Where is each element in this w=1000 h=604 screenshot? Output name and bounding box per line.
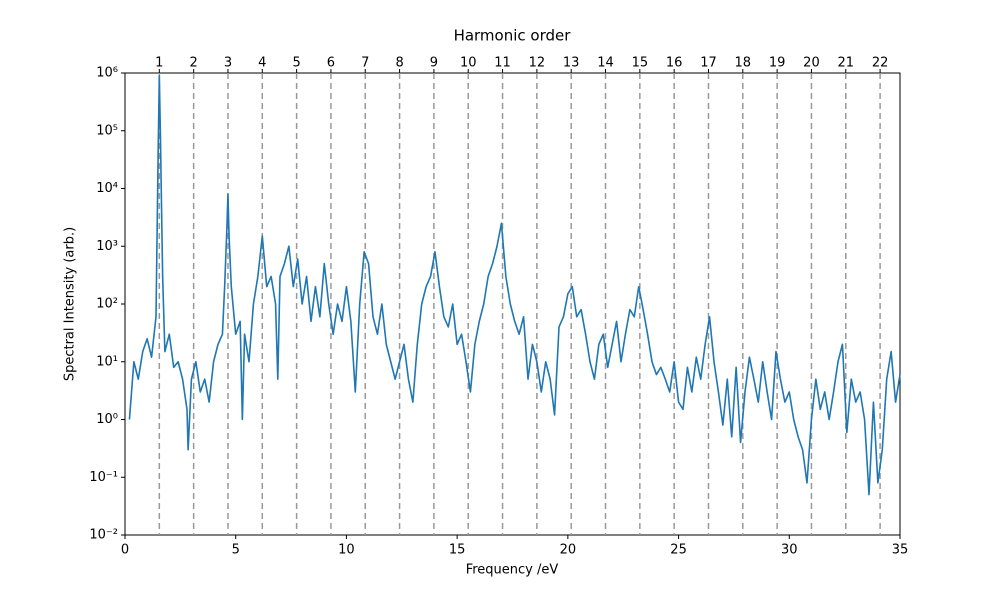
top-tick-label: 2 [190,56,198,71]
y-tick-label: 10¹ [96,354,118,369]
x-tick-label: 15 [449,543,466,558]
top-tick-label: 4 [258,56,266,71]
top-axis-title: Harmonic order [454,27,572,45]
y-tick-label: 10⁰ [96,412,118,427]
y-tick-label: 10⁵ [96,123,118,138]
x-tick-label: 25 [670,543,687,558]
x-tick-label: 30 [781,543,798,558]
x-tick-label: 5 [232,543,240,558]
top-tick-label: 3 [224,56,232,71]
x-tick-label: 20 [560,543,577,558]
top-tick-label: 18 [735,56,752,71]
top-tick-label: 6 [327,56,335,71]
y-tick-label: 10³ [96,239,118,254]
x-tick-label: 0 [121,543,129,558]
top-tick-label: 13 [563,56,580,71]
top-tick-label: 17 [700,56,717,71]
top-tick-label: 11 [494,56,511,71]
top-tick-label: 5 [292,56,300,71]
y-tick-label: 10⁻² [89,528,118,543]
top-tick-label: 15 [632,56,649,71]
top-tick-label: 1 [155,56,163,71]
top-tick-label: 9 [430,56,438,71]
y-tick-label: 10² [96,297,118,312]
x-tick-label: 35 [892,543,909,558]
top-tick-label: 7 [361,56,369,71]
x-axis-title: Frequency /eV [466,563,559,578]
y-axis-title: Spectral Intensity (arb.) [63,227,78,381]
top-tick-label: 21 [837,56,854,71]
y-tick-label: 10⁴ [96,181,118,196]
top-tick-label: 14 [597,56,614,71]
y-tick-label: 10⁻¹ [89,470,118,485]
spectrum-line [128,74,901,496]
top-tick-label: 19 [769,56,786,71]
top-tick-label: 10 [460,56,477,71]
top-tick-label: 12 [529,56,546,71]
y-tick-label: 10⁶ [96,66,118,81]
top-tick-label: 8 [395,56,403,71]
top-tick-label: 22 [872,56,889,71]
top-tick-label: 20 [803,56,820,71]
top-tick-label: 16 [666,56,683,71]
x-tick-label: 10 [338,543,355,558]
